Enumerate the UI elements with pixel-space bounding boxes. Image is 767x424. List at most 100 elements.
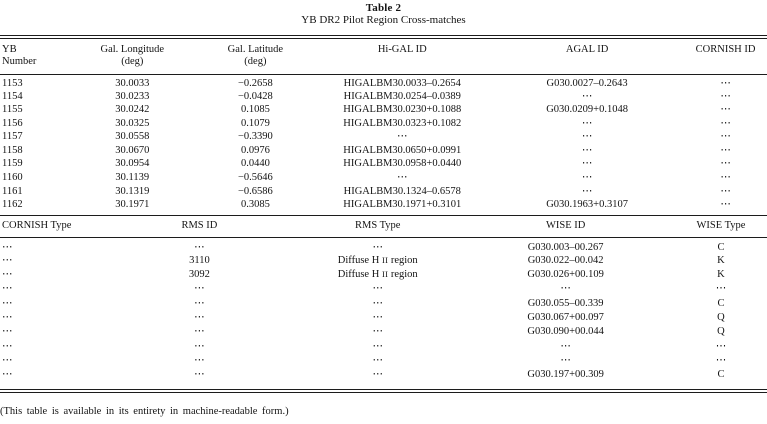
table-cell: ⋯ <box>2 269 13 281</box>
table-cell: ⋯ <box>194 326 205 338</box>
table-cell: ⋯ <box>560 354 571 366</box>
table-cell: 1161 <box>2 185 23 197</box>
table-cell: ⋯ <box>2 283 13 295</box>
table-row: 1159 30.0954 0.0440 HIGALBM30.0958+0.0440 ⋯ ⋯ <box>0 157 767 171</box>
table-row: 1161 30.1319 −0.6586 HIGALBM30.1324–0.6578 ⋯… <box>0 185 767 199</box>
table-cell: 1157 <box>2 131 23 143</box>
table-cell: C <box>717 297 725 309</box>
table-cell: ⋯ <box>581 117 593 129</box>
table-cell: ⋯ <box>397 172 408 184</box>
table-cell: −0.2658 <box>237 77 273 89</box>
table-cell: G030.067+00.097 <box>527 312 604 324</box>
table-cell: HIGALBM30.1324–0.6578 <box>343 185 461 197</box>
column-header: RMS Type <box>299 214 457 238</box>
table-cell: ⋯ <box>372 369 383 381</box>
table-cell: ⋯ <box>194 283 205 295</box>
table-cell: ⋯ <box>581 172 593 184</box>
table-cell: Q <box>717 326 725 338</box>
table-cell: C <box>717 241 725 253</box>
table-cell: ⋯ <box>715 283 727 295</box>
column-header: AGAL ID <box>490 39 685 75</box>
table-cell: ⋯ <box>372 297 383 309</box>
table-cell: 1162 <box>2 199 23 211</box>
table-row: ⋯ ⋯ ⋯ ⋯ ⋯ <box>0 340 767 354</box>
table-cell: ⋯ <box>720 90 731 102</box>
table-cell: ⋯ <box>372 326 383 338</box>
table-cell: ⋯ <box>372 340 383 352</box>
table-row: ⋯ ⋯ ⋯ ⋯ ⋯ <box>0 354 767 368</box>
table-cell: HIGALBM30.1971+0.3101 <box>343 199 462 211</box>
table-cell: ⋯ <box>372 283 383 295</box>
column-header: Hi-GAL ID <box>314 39 491 75</box>
table-cell: ⋯ <box>194 340 205 352</box>
upper-table-header: YB Number Gal. Longitude (deg) Gal. Latitude… <box>0 39 767 75</box>
table-cell: 30.0670 <box>115 144 150 156</box>
table-cell: G030.1963+0.3107 <box>546 199 628 211</box>
table-subtitle: YB DR2 Pilot Region Cross-matches <box>301 14 466 26</box>
table-cell: HIGALBM30.0958+0.0440 <box>343 158 462 170</box>
table-cell: G030.0209+0.1048 <box>546 104 628 116</box>
table-cell: 30.0558 <box>115 131 150 143</box>
table-cell: 1155 <box>2 104 23 116</box>
table-cell: ⋯ <box>194 297 205 309</box>
table-cell: Q <box>717 312 725 324</box>
column-header: Gal. Longitude (deg) <box>68 39 197 75</box>
table-cell: 1158 <box>2 144 23 156</box>
table-cell: HIGALBM30.0033–0.2654 <box>343 77 461 89</box>
top-double-rule <box>0 35 767 39</box>
table-row: 1156 30.0325 0.1079 HIGALBM30.0323+0.1082 ⋯ ⋯ <box>0 117 767 131</box>
table-cell: ⋯ <box>2 241 13 253</box>
table-cell: ⋯ <box>372 354 383 366</box>
table-cell: K <box>717 254 725 266</box>
table-row: 1158 30.0670 0.0976 HIGALBM30.0650+0.0991 ⋯ ⋯ <box>0 144 767 158</box>
table-cell: K <box>717 269 725 281</box>
table-title: Table 2 <box>365 2 402 14</box>
table-cell: ⋯ <box>560 340 571 352</box>
table-cell: −0.6586 <box>237 185 273 197</box>
table-cell: 0.1079 <box>240 117 270 129</box>
table-cell: ⋯ <box>397 131 408 143</box>
lower-table-header: CORNISH Type RMS ID RMS Type WISE ID WISE Ty… <box>0 214 767 238</box>
upper-table-body: 1153 30.0033 −0.2658 HIGALBM30.0033–0.2654 G… <box>0 74 767 212</box>
crossmatch-table-upper: YB Number Gal. Longitude (deg) Gal. Latitude… <box>0 39 767 212</box>
table-row: ⋯ 3092 Diffuse H II region G030.026+00.109 K <box>0 268 767 282</box>
table-cell: 0.3085 <box>240 199 270 211</box>
table-cell: HIGALBM30.0650+0.0991 <box>343 144 462 156</box>
table-cell: 1153 <box>2 77 23 89</box>
table-cell: ⋯ <box>2 326 13 338</box>
table-footnote: (This table is available in its entirety… <box>0 405 289 417</box>
table-cell: 1159 <box>2 158 23 170</box>
table-cell: ⋯ <box>715 340 727 352</box>
table-cell: ⋯ <box>194 241 205 253</box>
table-cell: HIGALBM30.0230+0.1088 <box>343 104 462 116</box>
table-cell: G030.055–00.339 <box>527 297 604 309</box>
table-row: 1160 30.1139 −0.5646 ⋯ ⋯ ⋯ <box>0 171 767 185</box>
table-row: 1154 30.0233 −0.0428 HIGALBM30.0254–0.0389 ⋯… <box>0 90 767 104</box>
table-cell: 30.0033 <box>115 77 150 89</box>
table-cell: 30.1319 <box>115 185 150 197</box>
table-cell: 0.1085 <box>240 104 270 116</box>
table-cell: G030.0027–0.2643 <box>546 77 628 89</box>
header-row: CORNISH Type RMS ID RMS Type WISE ID WISE Ty… <box>0 214 767 238</box>
table-cell: 0.0976 <box>240 144 270 156</box>
table-row: 1157 30.0558 −0.3390 ⋯ ⋯ ⋯ <box>0 130 767 144</box>
table-cell: ⋯ <box>2 312 13 324</box>
table-cell: 1160 <box>2 172 23 184</box>
table-row: 1155 30.0242 0.1085 HIGALBM30.0230+0.1088 G0… <box>0 103 767 117</box>
table-cell: ⋯ <box>2 297 13 309</box>
table-cell: ⋯ <box>581 185 593 197</box>
column-header: CORNISH ID <box>684 39 767 75</box>
crossmatch-table-lower: CORNISH Type RMS ID RMS Type WISE ID WISE Ty… <box>0 214 767 383</box>
table-row: ⋯ ⋯ ⋯ G030.003–00.267 C <box>0 237 767 254</box>
table-cell: 30.1139 <box>115 172 150 184</box>
column-header: RMS ID <box>99 214 300 238</box>
table-cell: ⋯ <box>194 312 205 324</box>
table-cell: 30.0954 <box>115 158 150 170</box>
table-cell: G030.090+00.044 <box>527 326 604 338</box>
table-row: ⋯ ⋯ ⋯ ⋯ ⋯ <box>0 282 767 296</box>
table-row: ⋯ ⋯ ⋯ G030.055–00.339 C <box>0 297 767 311</box>
table-cell: ⋯ <box>720 117 731 129</box>
table-cell: −0.3390 <box>237 131 273 143</box>
table-cell: 3092 <box>188 269 210 281</box>
